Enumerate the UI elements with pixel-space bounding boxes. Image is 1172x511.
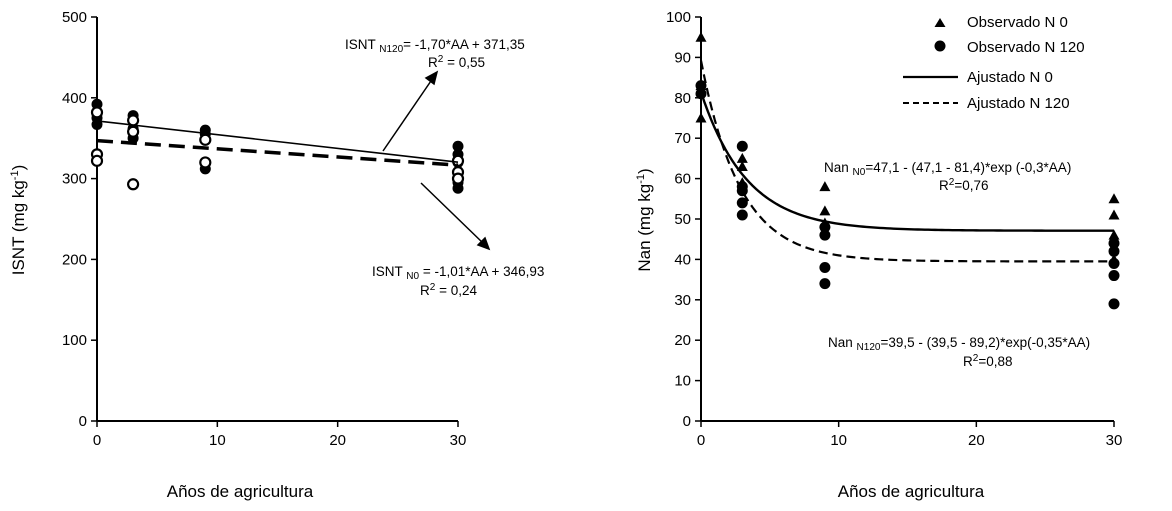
nan-y-tick-label: 20 [674, 332, 691, 349]
nan-y-tick-label: 70 [674, 130, 691, 147]
nan-y-tick-label: 100 [666, 9, 691, 26]
nan-observed-n120-point [1108, 237, 1120, 249]
nan-observed-n120-point [819, 229, 831, 241]
nan-observed-n0-point [1108, 229, 1120, 240]
isnt-n120-arrow [382, 77, 434, 152]
legend-observado-n120: Observado N 120 [967, 39, 1085, 56]
svg-text:ISNT N120= -1,70*AA + 371,35: ISNT N120= -1,70*AA + 371,35 [345, 37, 525, 55]
isnt-fit-n0-line [96, 138, 459, 167]
isnt-n0-arrow [420, 182, 485, 245]
nan-x-tick-label: 0 [697, 432, 705, 449]
nan-y-axis-title: Nan (mg kg-1) [635, 168, 654, 271]
nan-n0-equation: Nan N0=47,1 - (47,1 - 81,4)*exp (-0,3*AA… [824, 160, 1071, 193]
nan-x-tick-label: 20 [968, 432, 985, 449]
isnt-y-tick-label: 100 [62, 332, 87, 349]
nan-observed-n0-point [695, 31, 707, 42]
isnt-x-axis-title: Años de agricultura [167, 482, 314, 501]
nan-observed-n120-point [1108, 257, 1120, 269]
svg-text:Nan N0=47,1 - (47,1 - 81,4)*ex: Nan N0=47,1 - (47,1 - 81,4)*exp (-0,3*AA… [824, 160, 1071, 178]
svg-text:R2 = 0,55: R2 = 0,55 [428, 54, 485, 70]
isnt-x-tick-label: 0 [93, 432, 101, 449]
nan-observed-n120-point [736, 185, 748, 197]
nan-observed-n0-point [819, 181, 831, 192]
isnt-observed-point [452, 140, 464, 152]
nan-observed-n0-point [736, 160, 748, 171]
legend-observado-n0: Observado N 0 [967, 14, 1068, 31]
nan-observed-n0-point [1108, 193, 1120, 204]
isnt-annotation-arrows [382, 70, 491, 251]
nan-observed-n0-point [695, 112, 707, 123]
nan-observed-n120-point [1108, 298, 1120, 310]
nan-observed-n120-point [695, 80, 707, 92]
isnt-observed-point [90, 154, 104, 167]
svg-text:ISNT N0 = -1,01*AA + 346,93: ISNT N0 = -1,01*AA + 346,93 [372, 264, 544, 282]
isnt-y-tick-label: 500 [62, 9, 87, 26]
isnt-series [90, 98, 465, 194]
isnt-x-tick-label: 10 [209, 432, 226, 449]
nan-observed-n120-point [736, 197, 748, 209]
svg-text:R2=0,88: R2=0,88 [963, 353, 1012, 369]
nan-observed-n120-point [819, 278, 831, 290]
isnt-y-tick-label: 0 [79, 413, 87, 430]
isnt-n120-arrowhead [424, 70, 439, 86]
nan-series [695, 31, 1120, 310]
svg-text:R2 = 0,24: R2 = 0,24 [420, 282, 477, 298]
isnt-x-tick-label: 20 [329, 432, 346, 449]
nan-observed-n0-point [819, 205, 831, 216]
nan-observed-n120-point [736, 140, 748, 152]
nan-legend: Observado N 0 Observado N 120 Ajustado N… [903, 14, 1085, 112]
isnt-axes: 0 100 200 300 400 500 0 10 20 30 [62, 9, 466, 449]
nan-fit-n0-curve [699, 91, 1114, 232]
isnt-observed-point [199, 156, 212, 169]
isnt-n0-arrowhead [476, 236, 491, 251]
nan-observed-n120-point [736, 209, 748, 221]
isnt-observed-point [199, 133, 212, 146]
isnt-n0-equation: ISNT N0 = -1,01*AA + 346,93 R2 = 0,24 [372, 264, 544, 298]
isnt-y-tick-label: 300 [62, 171, 87, 188]
isnt-y-tick-label: 200 [62, 251, 87, 268]
isnt-x-tick-label: 30 [450, 432, 467, 449]
nan-chart: 0 10 20 30 40 50 60 70 80 90 100 0 10 20 30 Años de ag… [635, 9, 1122, 501]
svg-text:R2=0,76: R2=0,76 [939, 177, 988, 193]
nan-observed-n0-point [1108, 209, 1120, 220]
nan-y-tick-label: 10 [674, 373, 691, 390]
nan-y-tick-label: 80 [674, 90, 691, 107]
legend-ajustado-n0: Ajustado N 0 [967, 69, 1053, 86]
svg-text:Nan N120=39,5 - (39,5 - 89,2)*: Nan N120=39,5 - (39,5 - 89,2)*exp(-0,35*… [828, 335, 1090, 353]
nan-y-tick-label: 0 [683, 413, 691, 430]
nan-y-tick-label: 40 [674, 251, 691, 268]
nan-observed-n120-point [819, 221, 831, 233]
isnt-observed-point [127, 178, 140, 191]
isnt-chart: 0 100 200 300 400 500 0 10 20 30 Años de agricult… [9, 9, 544, 501]
nan-y-tick-label: 90 [674, 49, 691, 66]
nan-x-axis-title: Años de agricultura [838, 482, 985, 501]
legend-ajustado-n120: Ajustado N 120 [967, 95, 1070, 112]
legend-triangle-marker [934, 18, 946, 27]
isnt-observed-point [451, 172, 465, 185]
isnt-observed-point [452, 182, 464, 194]
isnt-fit-n120-line [96, 120, 459, 163]
nan-fit-n120-curve [699, 60, 1114, 263]
isnt-n120-equation: ISNT N120= -1,70*AA + 371,35 R2 = 0,55 [345, 37, 525, 70]
isnt-y-tick-label: 400 [62, 90, 87, 107]
nan-n120-equation: Nan N120=39,5 - (39,5 - 89,2)*exp(-0,35*… [828, 335, 1090, 369]
nan-y-tick-label: 30 [674, 292, 691, 309]
nan-observed-n120-point [1108, 270, 1120, 282]
nan-y-tick-label: 60 [674, 171, 691, 188]
nan-observed-n120-point [1108, 245, 1120, 257]
isnt-observed-point [127, 125, 140, 138]
nan-x-tick-label: 10 [830, 432, 847, 449]
nan-observed-n0-point [736, 152, 748, 163]
isnt-observed-point [90, 106, 104, 119]
nan-x-tick-label: 30 [1106, 432, 1123, 449]
nan-y-tick-label: 50 [674, 211, 691, 228]
nan-observed-n120-point [819, 261, 831, 273]
isnt-y-axis-title: ISNT (mg kg-1) [9, 165, 28, 276]
legend-circle-marker [934, 40, 946, 52]
